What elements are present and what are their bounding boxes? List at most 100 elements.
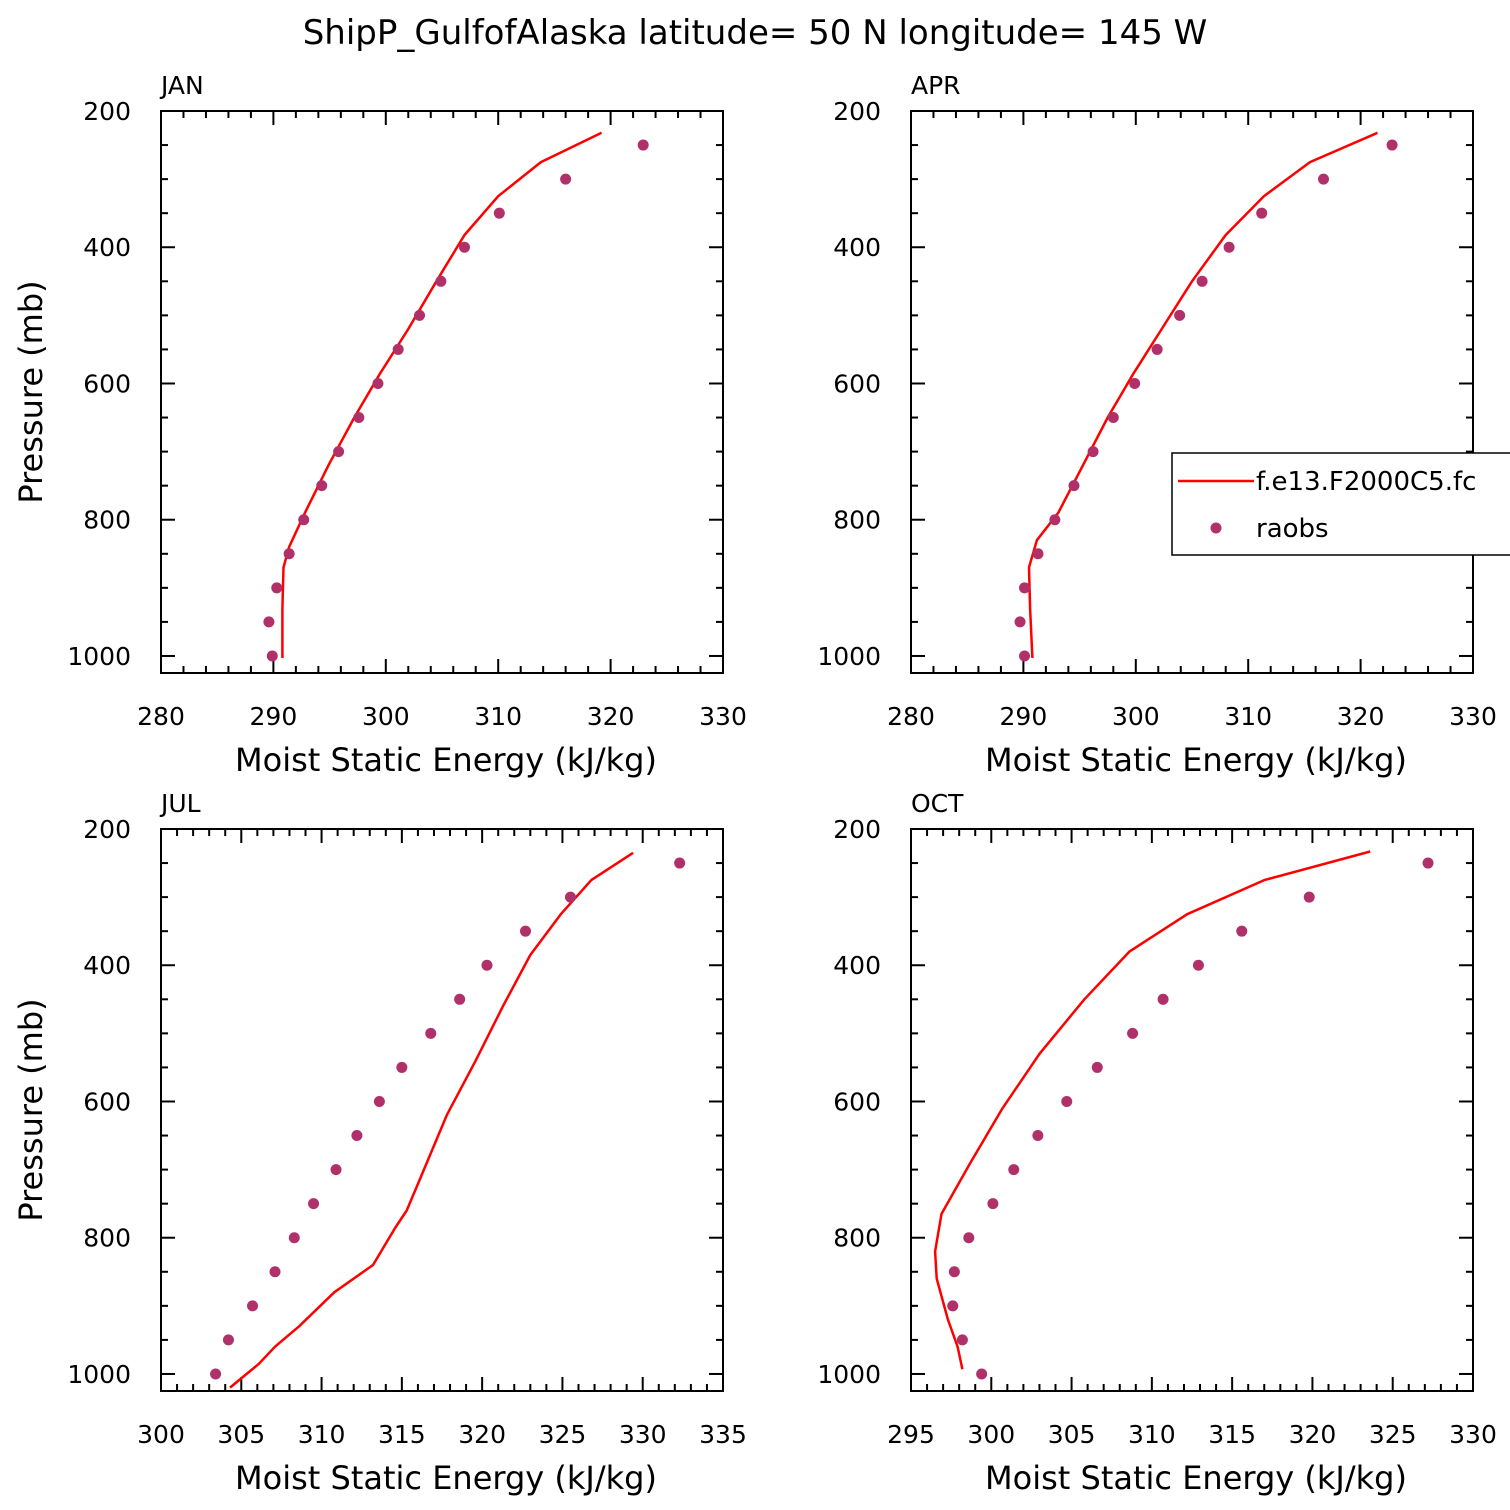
y-tick-label: 200 xyxy=(833,815,881,844)
panels: 280 290 300 310 320 330 200 400 600 800 1000 JAN Moi… xyxy=(12,71,1497,1497)
x-tick-label: 320 xyxy=(1289,1420,1337,1449)
raobs-point xyxy=(458,241,470,253)
y-tick-label: 200 xyxy=(83,97,131,126)
y-tick-label: 400 xyxy=(833,233,881,262)
x-tick-label: 290 xyxy=(1000,702,1048,731)
raobs-point xyxy=(1129,377,1141,389)
raobs-point xyxy=(308,1198,320,1210)
y-axis-title: Pressure (mb) xyxy=(12,998,50,1221)
y-tick-label: 1000 xyxy=(817,642,881,671)
raobs-point xyxy=(288,1232,300,1244)
raobs-point xyxy=(1032,1130,1044,1142)
x-tick-label: 330 xyxy=(619,1420,667,1449)
legend-marker-swatch xyxy=(1210,522,1222,534)
raobs-point xyxy=(1087,446,1099,458)
raobs-point xyxy=(316,480,328,492)
raobs-point xyxy=(435,275,447,287)
x-tick-label: 310 xyxy=(474,702,522,731)
raobs-point xyxy=(263,616,275,628)
raobs-point xyxy=(1223,241,1235,253)
legend-box xyxy=(1171,452,1510,556)
raobs-point xyxy=(1019,582,1031,594)
raobs-point xyxy=(976,1368,988,1380)
x-tick-label: 305 xyxy=(217,1420,265,1449)
x-axis-title: Moist Static Energy (kJ/kg) xyxy=(235,1459,657,1497)
raobs-point xyxy=(1386,139,1398,151)
raobs-point xyxy=(1091,1061,1103,1073)
y-tick-label: 600 xyxy=(83,1087,131,1116)
raobs-point xyxy=(947,1300,959,1312)
raobs-point xyxy=(1318,173,1330,185)
y-axis-title: Pressure (mb) xyxy=(12,280,50,503)
panel-label: APR xyxy=(911,71,961,100)
raobs-point xyxy=(1061,1095,1073,1107)
raobs-point xyxy=(963,1232,975,1244)
raobs-point xyxy=(637,139,649,151)
raobs-point xyxy=(1256,207,1268,219)
x-tick-label: 310 xyxy=(1224,702,1272,731)
x-tick-label: 310 xyxy=(1128,1420,1176,1449)
x-tick-label: 325 xyxy=(539,1420,587,1449)
x-tick-label: 325 xyxy=(1369,1420,1417,1449)
x-tick-label: 320 xyxy=(458,1420,506,1449)
raobs-point xyxy=(948,1266,960,1278)
x-tick-label: 320 xyxy=(587,702,635,731)
raobs-point xyxy=(247,1300,259,1312)
plot-frame xyxy=(160,110,724,674)
y-tick-label: 600 xyxy=(833,1087,881,1116)
figure-title: ShipP_GulfofAlaska latitude= 50 N longit… xyxy=(303,13,1208,53)
raobs-point xyxy=(266,650,278,662)
plot-frame xyxy=(910,110,1474,674)
raobs-point xyxy=(1192,959,1204,971)
x-tick-label: 335 xyxy=(699,1420,747,1449)
raobs-point xyxy=(373,1095,385,1107)
raobs-point xyxy=(1008,1164,1020,1176)
panel-oct: 295 300 305 310 315 320 325 330 200 400 600 800 1000… xyxy=(817,789,1496,1497)
x-tick-label: 315 xyxy=(1208,1420,1256,1449)
x-tick-label: 300 xyxy=(362,702,410,731)
raobs-point xyxy=(283,548,295,560)
raobs-point xyxy=(414,309,426,321)
x-axis-title: Moist Static Energy (kJ/kg) xyxy=(985,1459,1407,1497)
raobs-point xyxy=(392,343,404,355)
x-axis-title: Moist Static Energy (kJ/kg) xyxy=(235,741,657,779)
x-tick-label: 330 xyxy=(699,702,747,731)
y-tick-label: 200 xyxy=(83,815,131,844)
x-tick-label: 290 xyxy=(250,702,298,731)
y-tick-label: 400 xyxy=(83,951,131,980)
raobs-point xyxy=(222,1334,234,1346)
panel-label: JAN xyxy=(159,71,204,100)
x-tick-label: 330 xyxy=(1449,1420,1497,1449)
raobs-point xyxy=(372,377,384,389)
y-tick-label: 1000 xyxy=(67,1360,131,1389)
raobs-point xyxy=(1127,1027,1139,1039)
raobs-point xyxy=(674,857,686,869)
raobs-point xyxy=(298,514,310,526)
model-series-line xyxy=(933,850,1371,1370)
raobs-point xyxy=(353,412,365,424)
raobs-point xyxy=(333,446,345,458)
raobs-point xyxy=(1422,857,1434,869)
y-tick-label: 200 xyxy=(833,97,881,126)
x-tick-label: 310 xyxy=(298,1420,346,1449)
raobs-point xyxy=(454,993,466,1005)
y-tick-label: 1000 xyxy=(67,642,131,671)
x-axis-title: Moist Static Energy (kJ/kg) xyxy=(985,741,1407,779)
raobs-point xyxy=(1032,548,1044,560)
raobs-point xyxy=(1174,309,1186,321)
x-tick-label: 315 xyxy=(378,1420,426,1449)
raobs-point xyxy=(269,1266,281,1278)
x-tick-label: 320 xyxy=(1337,702,1385,731)
plot-frame xyxy=(160,828,724,1392)
raobs-point xyxy=(351,1130,363,1142)
x-tick-label: 295 xyxy=(887,1420,935,1449)
raobs-point xyxy=(396,1061,408,1073)
plot-frame xyxy=(910,828,1474,1392)
legend-label-raobs: raobs xyxy=(1256,514,1329,544)
x-tick-label: 300 xyxy=(137,1420,185,1449)
panel-label: JUL xyxy=(159,789,201,818)
x-tick-label: 300 xyxy=(967,1420,1015,1449)
raobs-point xyxy=(1151,343,1163,355)
raobs-point xyxy=(1236,925,1248,937)
